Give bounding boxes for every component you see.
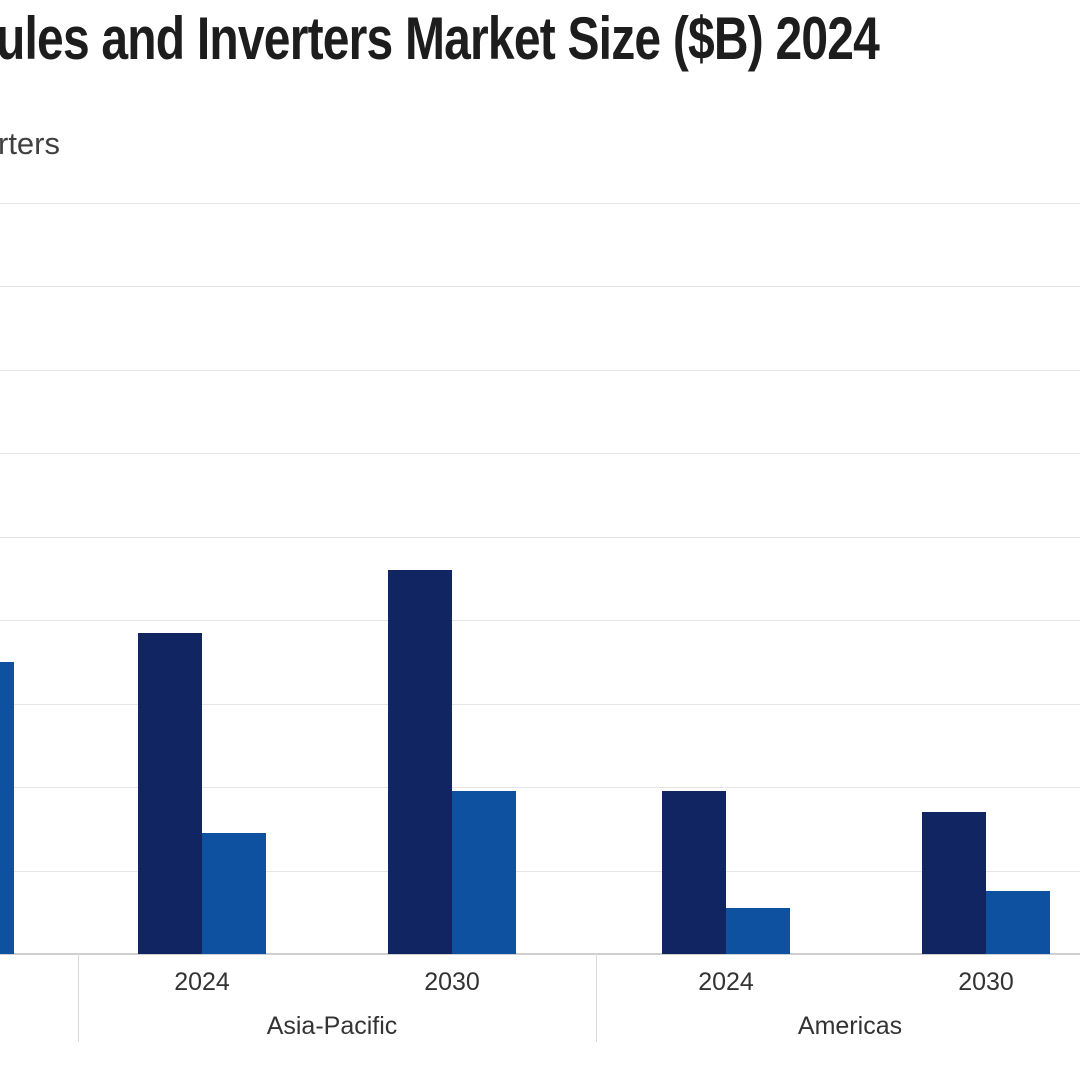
x-tick-label-asia-pacific-2030: 2030 [424,968,480,996]
chart-title: ules and Inverters Market Size ($B) 2024 [0,5,880,72]
bar-inverters-asia-pacific-2024 [202,833,266,954]
gridline [0,870,1080,872]
gridline [0,203,1080,204]
bar-inverters-asia-pacific-2030 [452,791,516,954]
bar-inverters-cropped-left [0,661,14,954]
gridline [0,369,1080,371]
x-tick-label-asia-pacific-2024: 2024 [174,968,230,996]
bar-modules-americas-2030 [922,812,986,954]
bar-inverters-americas-2030 [986,891,1050,954]
bar-modules-asia-pacific-2030 [388,570,452,954]
x-tick-label-americas-2024: 2024 [698,968,754,996]
x-tick-label-americas-2030: 2030 [958,968,1014,996]
gridline [0,536,1080,538]
gridline [0,620,1080,622]
region-divider-left [78,954,79,1042]
gridline [0,703,1080,705]
bar-modules-americas-2024 [662,791,726,954]
bar-modules-asia-pacific-2024 [138,632,202,954]
region-label-americas: Americas [797,1012,903,1040]
legend-item-inverters: rters [0,126,60,161]
region-label-asia-pacific: Asia-Pacific [266,1012,398,1040]
region-divider-middle [596,954,597,1042]
gridline [0,453,1080,455]
x-axis-line [0,953,1080,955]
gridline [0,286,1080,288]
gridline [0,787,1080,789]
bar-inverters-americas-2024 [726,908,790,954]
legend: rters [0,126,60,162]
